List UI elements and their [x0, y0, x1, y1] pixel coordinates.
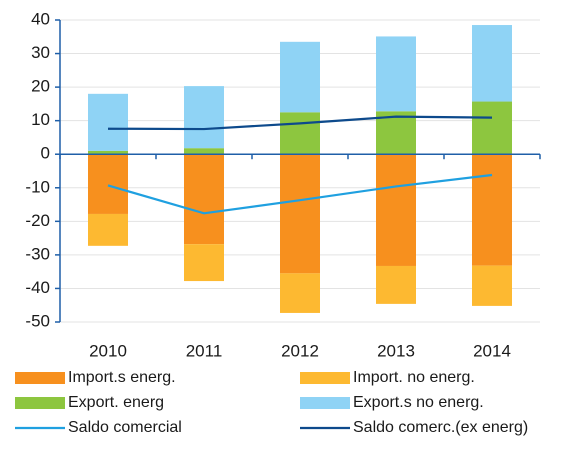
legend-swatch	[300, 372, 350, 384]
bar	[472, 265, 512, 306]
legend-label: Saldo comerc.(ex energ)	[353, 419, 528, 436]
bar	[376, 36, 416, 112]
legend-swatch	[15, 372, 65, 384]
y-tick-label: 20	[31, 77, 50, 96]
x-tick-label: 2014	[473, 341, 511, 360]
legend-label: Export. energ	[68, 394, 164, 411]
y-tick-label: 40	[31, 9, 50, 28]
legend-swatch	[15, 397, 65, 409]
bar	[376, 154, 416, 266]
y-tick-label: 0	[41, 144, 50, 163]
bar	[472, 154, 512, 266]
bar	[280, 154, 320, 274]
x-tick-label: 2013	[377, 341, 415, 360]
y-tick-label: -50	[25, 311, 50, 330]
bar	[88, 213, 128, 246]
x-tick-label: 2012	[281, 341, 319, 360]
bar	[88, 93, 128, 151]
line	[107, 115, 493, 131]
legend-label: Import.s energ.	[68, 369, 176, 386]
x-tick-label: 2011	[186, 341, 223, 360]
y-tick-label: -40	[25, 278, 50, 297]
legend-label: Saldo comercial	[68, 419, 182, 436]
bar	[184, 154, 224, 245]
bar	[184, 244, 224, 282]
bar	[88, 154, 128, 214]
y-tick-label: -30	[25, 244, 50, 263]
y-tick-label: 10	[31, 110, 50, 129]
bar	[280, 273, 320, 313]
bar	[472, 101, 512, 155]
y-tick-label: -20	[25, 211, 50, 230]
bar	[280, 41, 320, 113]
bar	[472, 25, 512, 102]
y-tick-label: 30	[31, 43, 50, 62]
legend-swatch	[300, 397, 350, 409]
line	[107, 173, 493, 215]
bar	[184, 148, 224, 155]
x-tick-label: 2010	[89, 341, 127, 360]
bar	[184, 86, 224, 149]
legend-label: Import. no energ.	[353, 369, 475, 386]
bar	[88, 150, 128, 155]
bar	[376, 265, 416, 304]
bar	[280, 112, 320, 155]
legend-label: Export.s no energ.	[353, 394, 484, 411]
y-tick-label: -10	[25, 177, 50, 196]
